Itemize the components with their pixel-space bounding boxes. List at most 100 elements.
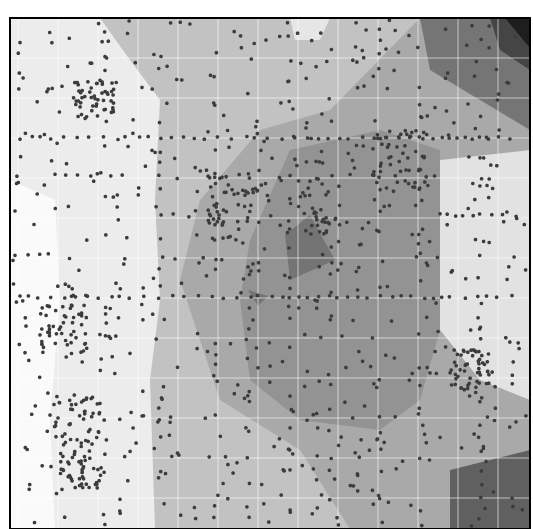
sample-point [38, 134, 42, 139]
sample-point [452, 121, 456, 125]
sample-point [154, 337, 158, 341]
sample-point [514, 420, 518, 424]
sample-point [17, 71, 22, 75]
sample-point [353, 45, 358, 49]
sample-point [489, 163, 493, 167]
sample-point [372, 382, 376, 386]
sample-point [193, 516, 198, 521]
sample-point [77, 414, 82, 418]
sample-point [239, 291, 243, 295]
sample-point [104, 438, 109, 442]
sample-point [245, 505, 249, 509]
sample-point [195, 189, 200, 194]
sample-point [262, 502, 266, 506]
sample-point [49, 464, 53, 469]
sample-point [55, 141, 59, 146]
sample-point [493, 384, 497, 389]
sample-point [393, 174, 398, 178]
sample-point [466, 383, 470, 388]
sample-point [84, 482, 89, 487]
sample-point [187, 215, 191, 219]
sample-point [268, 380, 272, 385]
sample-point [345, 295, 350, 299]
sample-point [175, 176, 179, 181]
sample-point [496, 92, 501, 96]
sample-point [103, 452, 107, 457]
sample-point [69, 333, 73, 337]
sample-point [378, 430, 383, 435]
sample-point [60, 434, 65, 439]
sample-point [215, 210, 220, 214]
sample-point [466, 350, 470, 355]
sample-point [212, 238, 217, 242]
sample-point [16, 51, 21, 55]
sample-point [99, 357, 103, 361]
sample-point [344, 365, 348, 370]
sample-point [168, 420, 172, 425]
sample-point [288, 468, 292, 472]
sample-point [159, 136, 163, 141]
sample-point [88, 61, 92, 65]
sample-point [410, 371, 415, 376]
sample-point [69, 407, 73, 412]
sample-point [104, 119, 109, 124]
sample-point [473, 348, 477, 353]
sample-point [270, 156, 274, 160]
sample-point [256, 366, 260, 370]
sample-point [481, 156, 486, 160]
sample-point [407, 378, 412, 383]
sample-point [475, 379, 479, 384]
sample-point [128, 351, 132, 356]
sample-point [40, 327, 44, 331]
sample-point [100, 82, 105, 86]
sample-point [127, 296, 131, 301]
sample-point [314, 215, 318, 219]
sample-point [182, 294, 186, 299]
sample-point [220, 175, 224, 180]
sample-point [93, 96, 97, 101]
sample-point [115, 205, 119, 209]
sample-point [128, 449, 132, 454]
sample-point [516, 341, 520, 345]
sample-point [79, 314, 84, 318]
sample-point [360, 226, 365, 231]
sample-point [315, 223, 320, 228]
sample-point [407, 168, 411, 173]
sample-point [289, 407, 294, 412]
sample-point [304, 160, 309, 164]
sample-point [255, 131, 260, 136]
sample-point [131, 118, 135, 122]
sample-point [72, 452, 77, 457]
sample-point [255, 293, 260, 298]
sample-point [131, 131, 135, 136]
sample-point [14, 300, 19, 304]
sample-point [286, 219, 291, 223]
sample-point [15, 174, 19, 178]
sample-point [403, 179, 408, 183]
sample-point [418, 279, 423, 283]
sample-point [301, 191, 305, 195]
sample-point [481, 446, 486, 451]
sample-point [215, 379, 219, 384]
sample-point [158, 284, 163, 288]
sample-point [159, 396, 164, 400]
sample-point [393, 28, 398, 33]
sample-point [80, 485, 85, 490]
sample-point [443, 76, 448, 80]
sample-point [495, 163, 499, 168]
sample-point [247, 327, 251, 331]
lightest-region [10, 180, 60, 529]
sample-point [257, 220, 261, 225]
sample-point [236, 227, 241, 231]
sample-point [167, 433, 172, 438]
sample-point [507, 265, 511, 269]
sample-point [123, 257, 127, 261]
sample-point [254, 346, 259, 350]
sample-point [473, 197, 477, 202]
sample-point [431, 296, 436, 301]
sample-point [221, 481, 225, 486]
sample-point [466, 206, 471, 211]
sample-point [212, 373, 216, 378]
sample-point [211, 217, 216, 221]
